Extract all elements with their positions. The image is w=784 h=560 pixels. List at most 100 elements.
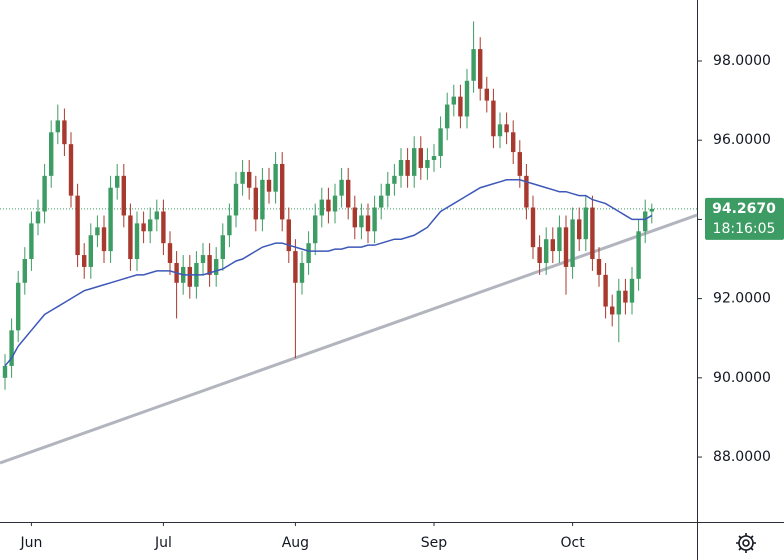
candle-body xyxy=(240,171,245,184)
candle-body xyxy=(557,227,562,252)
candle-body xyxy=(352,207,357,228)
candle-body xyxy=(101,227,107,252)
candle-body xyxy=(603,274,608,307)
x-tick-label: Aug xyxy=(282,535,309,551)
candle-body xyxy=(379,195,384,208)
candle-body xyxy=(214,259,219,275)
candle-body xyxy=(121,175,126,216)
gear-teeth xyxy=(736,533,756,553)
x-tick-label: Jul xyxy=(154,535,172,551)
candle-body xyxy=(418,148,423,168)
candle-body xyxy=(596,259,602,275)
candle-body xyxy=(398,160,404,176)
countdown-label: 18:16:05 xyxy=(713,221,776,237)
candle-body xyxy=(451,96,456,105)
candle-body xyxy=(332,195,338,212)
candle-body xyxy=(359,215,364,228)
y-tick-label: 88.0000 xyxy=(713,449,771,465)
candle-body xyxy=(590,207,595,260)
candle-body xyxy=(504,124,509,133)
candle-body xyxy=(346,179,351,208)
candle-body xyxy=(491,100,496,137)
candle-body xyxy=(55,120,60,133)
y-tick-label: 96.0000 xyxy=(713,132,771,148)
candle-body xyxy=(141,223,146,232)
candle-body xyxy=(286,219,291,252)
candle-body xyxy=(253,187,258,220)
candle-body xyxy=(134,223,140,260)
trendline xyxy=(0,213,698,465)
candle-body xyxy=(478,49,483,89)
candle-body xyxy=(636,231,641,279)
candle-body xyxy=(187,266,192,287)
candle-body xyxy=(293,251,298,283)
candle-body xyxy=(464,80,470,117)
candle-body xyxy=(544,239,549,263)
candle-body xyxy=(484,88,489,101)
candle-body xyxy=(365,215,371,232)
gear-hub xyxy=(742,539,750,547)
candle-body xyxy=(431,156,437,161)
candle-body xyxy=(29,223,34,260)
candle-body xyxy=(537,247,542,263)
candle-body xyxy=(471,49,476,81)
candle-body xyxy=(524,175,529,208)
candle-body xyxy=(511,132,516,153)
candle-body xyxy=(9,330,14,366)
candle-body xyxy=(266,179,272,192)
candle-body xyxy=(425,160,430,168)
candle-body xyxy=(148,219,153,232)
candle-body xyxy=(405,160,410,176)
candle-body xyxy=(326,199,331,212)
candle-body xyxy=(154,211,159,220)
candle-body xyxy=(649,208,654,212)
candle-body xyxy=(458,96,463,117)
candle-body xyxy=(207,255,212,275)
last-price-label: 94.2670 xyxy=(712,201,776,217)
moving-average xyxy=(4,179,653,367)
candle-body xyxy=(445,104,450,129)
candle-body xyxy=(247,171,252,188)
candle-body xyxy=(167,243,173,263)
candle-body xyxy=(517,152,522,176)
x-tick-label: Jun xyxy=(19,535,42,551)
candle-body xyxy=(412,148,417,176)
candle-body xyxy=(82,255,87,267)
candle-body xyxy=(49,132,54,176)
candle-body xyxy=(497,124,503,137)
candle-body xyxy=(643,211,648,232)
candle-body xyxy=(583,207,588,240)
candle-body xyxy=(200,255,206,263)
candle-body xyxy=(339,179,344,196)
candle-body xyxy=(550,239,555,252)
candle-body xyxy=(95,227,100,236)
plot-area xyxy=(0,21,698,465)
y-tick-label: 92.0000 xyxy=(713,291,771,307)
candle-body xyxy=(42,175,47,212)
candle-body xyxy=(22,259,27,283)
y-tick-label: 98.0000 xyxy=(713,53,771,69)
candle-body xyxy=(220,235,225,260)
x-tick-label: Sep xyxy=(421,535,448,551)
candle-body xyxy=(62,120,67,145)
candle-body xyxy=(306,243,311,263)
candle-body xyxy=(385,183,390,196)
candle-body xyxy=(610,306,615,315)
candle-body xyxy=(227,215,232,236)
candle-body xyxy=(161,211,166,244)
candle-body xyxy=(233,183,239,216)
candle-body xyxy=(280,163,285,220)
candle-body xyxy=(570,219,575,267)
candle-body xyxy=(115,175,120,188)
candle-body xyxy=(392,175,397,184)
candle-body xyxy=(260,179,265,220)
candle-body xyxy=(273,163,278,192)
x-tick-label: Oct xyxy=(560,535,585,551)
candle-body xyxy=(629,278,635,303)
last-price-box xyxy=(705,197,784,240)
candle-body xyxy=(128,215,133,260)
candle-body xyxy=(2,365,8,378)
settings-icon[interactable] xyxy=(736,533,756,553)
candle-body xyxy=(438,128,443,157)
